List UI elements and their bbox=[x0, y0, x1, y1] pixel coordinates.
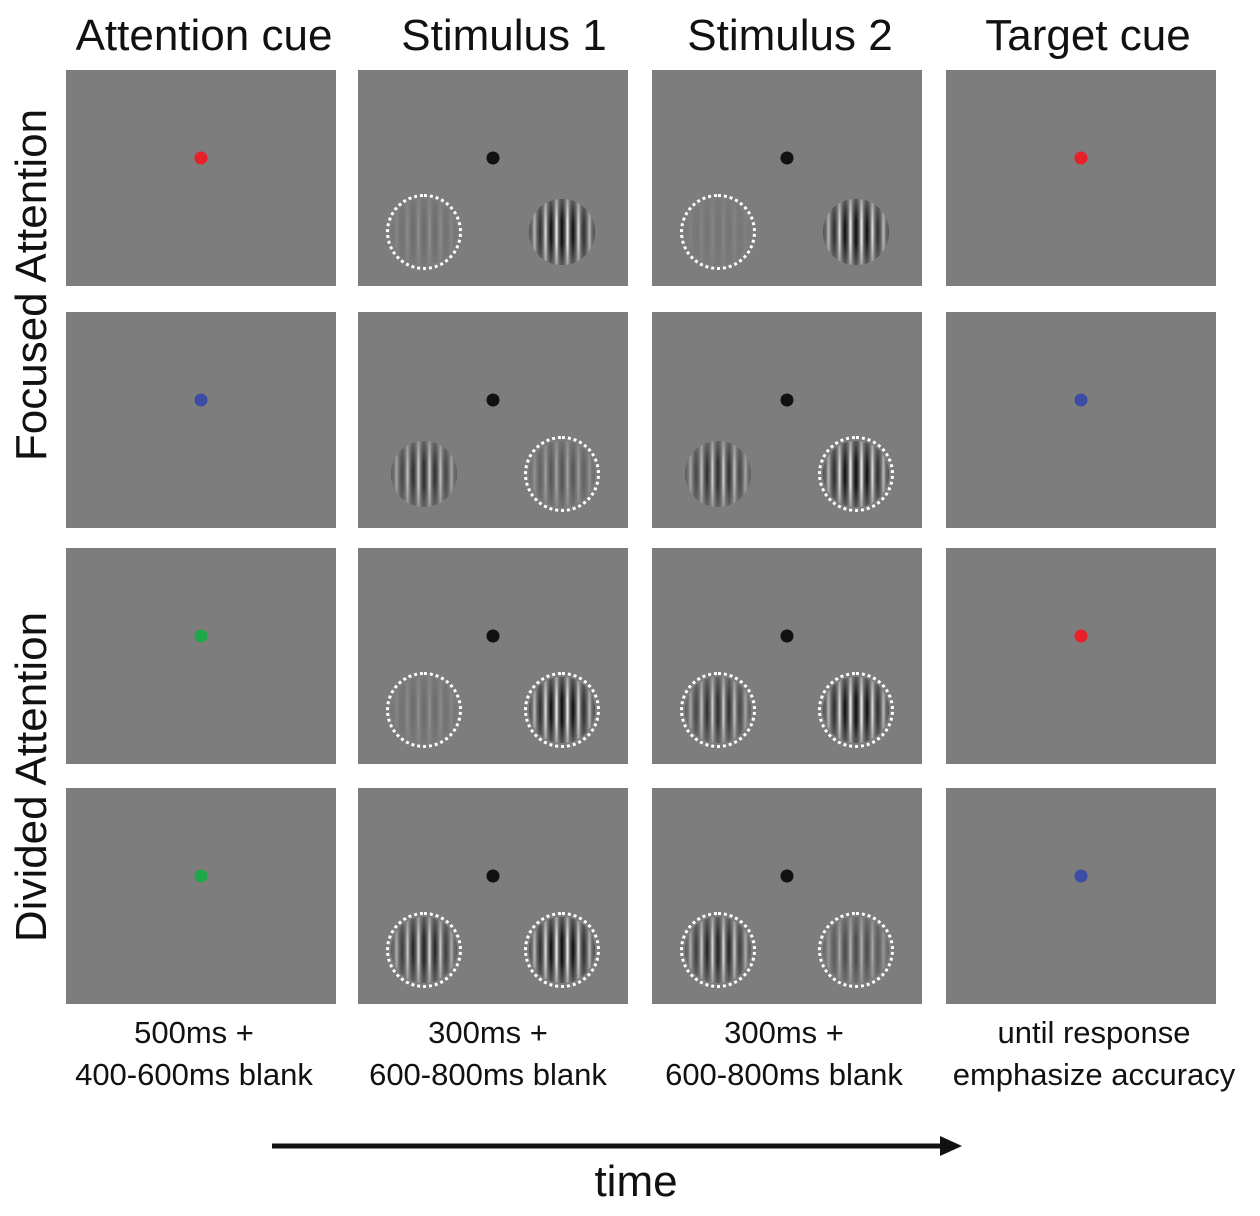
row-label-divided-attention: Divided Attention bbox=[7, 611, 56, 943]
dotted-ring-left bbox=[386, 672, 462, 748]
timing-label-target-cue: until response emphasize accuracy bbox=[934, 1012, 1254, 1096]
fixation-dot bbox=[486, 393, 500, 407]
time-axis-label: time bbox=[594, 1157, 678, 1206]
fixation-dot bbox=[780, 151, 794, 165]
row-label-focused-attention: Focused Attention bbox=[7, 108, 56, 462]
dotted-ring-right bbox=[818, 672, 894, 748]
timing-line: 600-800ms blank bbox=[665, 1057, 903, 1092]
timing-line: until response bbox=[997, 1015, 1191, 1050]
timing-line: emphasize accuracy bbox=[952, 1057, 1236, 1092]
fixation-dot bbox=[486, 869, 500, 883]
timing-label-stimulus-1: 300ms + 600-800ms blank bbox=[328, 1012, 648, 1096]
panel-target-cue-row-4 bbox=[946, 788, 1216, 1004]
timing-line: 300ms + bbox=[724, 1015, 844, 1050]
time-arrow bbox=[272, 1136, 962, 1156]
fixation-cue-dot bbox=[194, 629, 208, 643]
panel-target-cue-row-3 bbox=[946, 548, 1216, 764]
panel-stimulus-1-row-4 bbox=[358, 788, 628, 1004]
panel-target-cue-row-2 bbox=[946, 312, 1216, 528]
fixation-dot bbox=[780, 869, 794, 883]
dotted-ring-left bbox=[680, 194, 756, 270]
panel-attention-cue-row-4 bbox=[66, 788, 336, 1004]
grating-left bbox=[685, 441, 751, 507]
dotted-ring-left bbox=[386, 194, 462, 270]
panel-stimulus-2-row-4 bbox=[652, 788, 922, 1004]
fixation-dot bbox=[486, 151, 500, 165]
column-header-stimulus-2: Stimulus 2 bbox=[687, 11, 893, 60]
grating-left bbox=[391, 441, 457, 507]
dotted-ring-left bbox=[680, 672, 756, 748]
fixation-cue-dot bbox=[1074, 869, 1088, 883]
fixation-cue-dot bbox=[194, 393, 208, 407]
timing-label-attention-cue: 500ms + 400-600ms blank bbox=[34, 1012, 354, 1096]
panel-attention-cue-row-3 bbox=[66, 548, 336, 764]
column-header-stimulus-1: Stimulus 1 bbox=[401, 11, 607, 60]
timing-line: 600-800ms blank bbox=[369, 1057, 607, 1092]
dotted-ring-left bbox=[680, 912, 756, 988]
dotted-ring-right bbox=[524, 672, 600, 748]
panel-stimulus-2-row-3 bbox=[652, 548, 922, 764]
panel-attention-cue-row-2 bbox=[66, 312, 336, 528]
fixation-cue-dot bbox=[194, 869, 208, 883]
dotted-ring-right bbox=[524, 912, 600, 988]
timing-label-stimulus-2: 300ms + 600-800ms blank bbox=[624, 1012, 944, 1096]
fixation-cue-dot bbox=[1074, 151, 1088, 165]
dotted-ring-right bbox=[524, 436, 600, 512]
timing-line: 500ms + bbox=[134, 1015, 254, 1050]
timing-line: 300ms + bbox=[428, 1015, 548, 1050]
fixation-dot bbox=[486, 629, 500, 643]
column-header-attention-cue: Attention cue bbox=[75, 11, 333, 60]
dotted-ring-right bbox=[818, 436, 894, 512]
dotted-ring-left bbox=[386, 912, 462, 988]
fixation-dot bbox=[780, 629, 794, 643]
panel-stimulus-1-row-3 bbox=[358, 548, 628, 764]
panel-stimulus-2-row-2 bbox=[652, 312, 922, 528]
grating-right bbox=[529, 199, 595, 265]
column-header-target-cue: Target cue bbox=[985, 11, 1191, 60]
timing-line: 400-600ms blank bbox=[75, 1057, 313, 1092]
fixation-dot bbox=[780, 393, 794, 407]
fixation-cue-dot bbox=[194, 151, 208, 165]
panel-attention-cue-row-1 bbox=[66, 70, 336, 286]
panel-stimulus-1-row-1 bbox=[358, 70, 628, 286]
fixation-cue-dot bbox=[1074, 629, 1088, 643]
dotted-ring-right bbox=[818, 912, 894, 988]
grating-right bbox=[823, 199, 889, 265]
fixation-cue-dot bbox=[1074, 393, 1088, 407]
panel-stimulus-2-row-1 bbox=[652, 70, 922, 286]
panel-stimulus-1-row-2 bbox=[358, 312, 628, 528]
panel-target-cue-row-1 bbox=[946, 70, 1216, 286]
